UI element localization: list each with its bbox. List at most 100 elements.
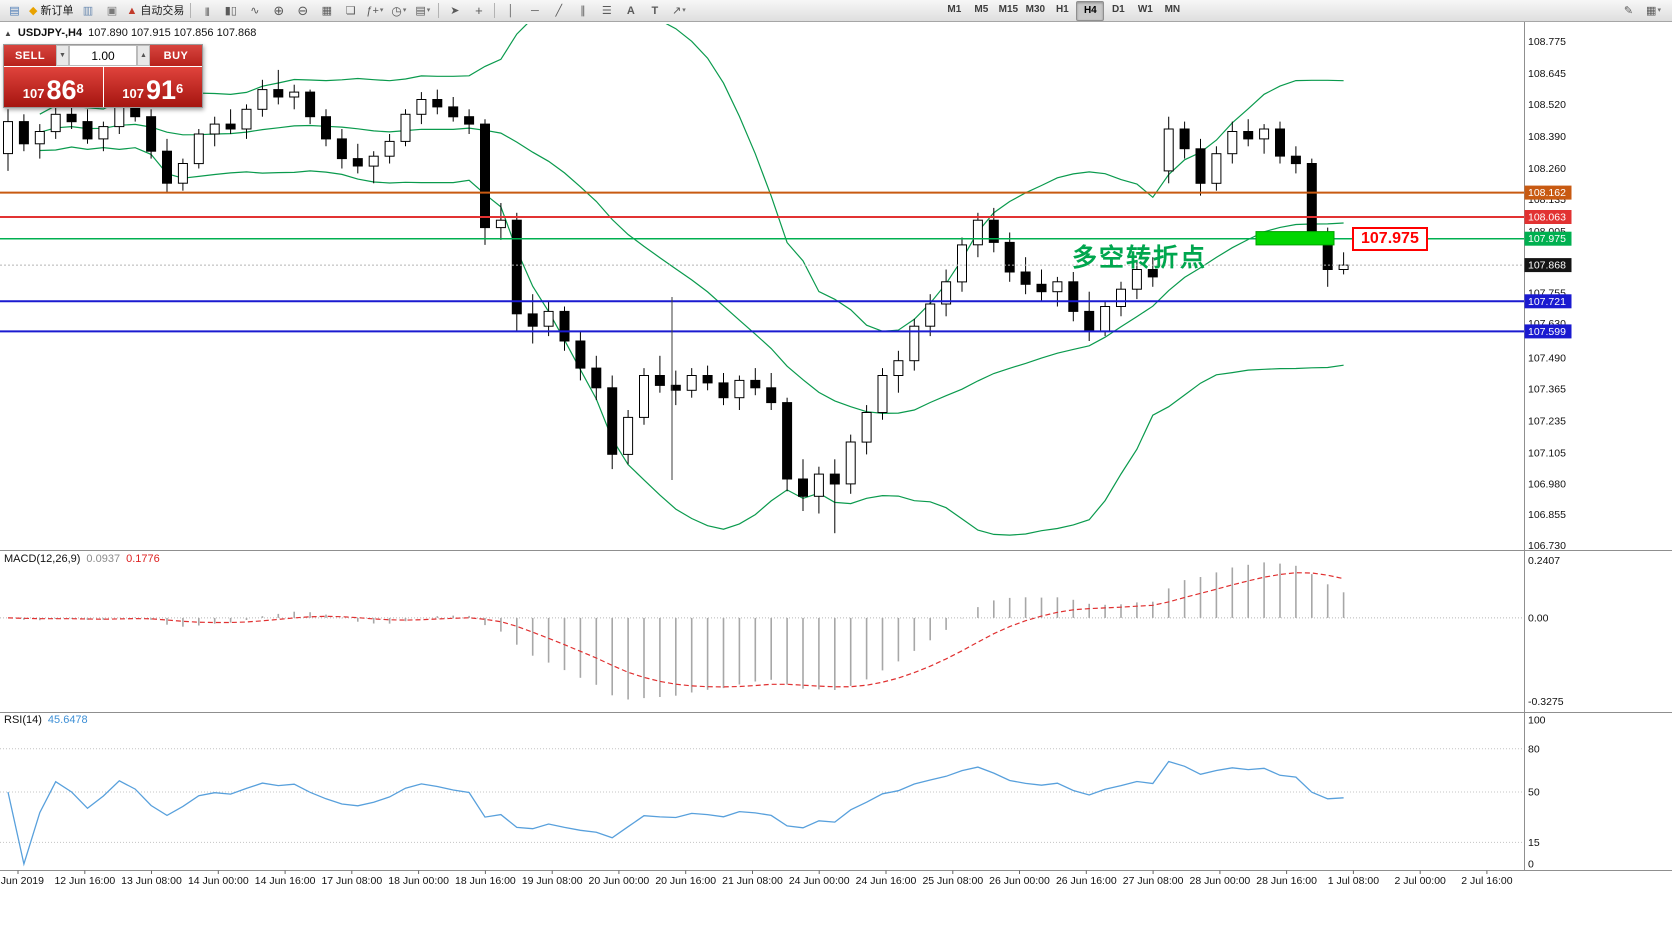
svg-text:2 Jul 00:00: 2 Jul 00:00 — [1395, 875, 1447, 887]
toolbar: ▤ ◆ 新订单 ▥ ▣ ▲ 自动交易 ||| ▮▯ ∿ ⊕ ⊖ ▦ ❏ ƒ+ ▾ … — [0, 0, 1672, 22]
tile-windows-button[interactable]: ▦ — [321, 4, 333, 17]
chart-window-icon[interactable]: ▤ — [9, 4, 20, 17]
expert-advisors-icon[interactable]: ▥ — [82, 4, 94, 17]
arrow-icon: ↗ — [671, 4, 682, 17]
ask-price[interactable]: 107 91 6 — [103, 67, 202, 107]
rsi-value: 45.6478 — [47, 714, 88, 726]
timeframe-button-w1[interactable]: W1 — [1137, 3, 1153, 15]
zoom-out-button[interactable]: ⊖ — [297, 2, 309, 18]
symbol-period-label: USDJPY-,H4 — [17, 27, 83, 39]
svg-text:14 Jun 00:00: 14 Jun 00:00 — [188, 875, 249, 887]
timeframe-button-h4[interactable]: H4 — [1076, 0, 1105, 21]
timeframe-button-m5[interactable]: M5 — [974, 3, 989, 15]
toolbar-right-group: ✎ ▦ ▾ — [1617, 2, 1665, 20]
templates-button[interactable]: ▤ ▾ — [411, 2, 434, 20]
svg-text:26 Jun 16:00: 26 Jun 16:00 — [1056, 875, 1117, 887]
svg-text:107.490: 107.490 — [1528, 353, 1566, 365]
macd-value-signal: 0.1776 — [126, 553, 160, 565]
macd-label: MACD(12,26,9) 0.0937 0.1776 — [4, 553, 160, 565]
one-click-toggle-icon[interactable]: ▲ — [4, 28, 12, 38]
layout-icon[interactable]: ▦ ▾ — [1642, 2, 1665, 20]
horizontal-level-lines[interactable] — [0, 191, 1524, 333]
svg-text:17 Jun 08:00: 17 Jun 08:00 — [321, 875, 382, 887]
ask-prefix: 107 — [122, 86, 144, 101]
arrows-tool-button[interactable]: ↗ ▾ — [667, 2, 690, 20]
one-click-trading-panel: SELL ▼ ▲ BUY 107 86 8 107 91 6 — [3, 44, 203, 108]
svg-text:0: 0 — [1528, 859, 1534, 871]
edit-icon[interactable]: ✎ — [1623, 4, 1634, 17]
clock-icon: ◷ — [391, 3, 402, 18]
turning-point-annotation[interactable]: 多空转折点 — [1072, 244, 1208, 272]
timeframe-button-m15[interactable]: M15 — [998, 3, 1019, 15]
price-tag-107.975: 107.975 — [1524, 231, 1572, 246]
buy-button[interactable]: BUY — [150, 45, 202, 66]
svg-text:2 Jun 2019: 2 Jun 2019 — [0, 875, 44, 887]
svg-text:108.260: 108.260 — [1528, 163, 1566, 175]
bid-price[interactable]: 107 86 8 — [4, 67, 104, 107]
volume-increase-button[interactable]: ▲ — [137, 45, 150, 66]
svg-text:18 Jun 16:00: 18 Jun 16:00 — [455, 875, 516, 887]
cursor-button[interactable]: ➤ — [450, 4, 460, 17]
horizontal-line-button[interactable]: ─ — [530, 4, 539, 17]
volume-decrease-button[interactable]: ▼ — [56, 45, 69, 66]
turning-point-box[interactable] — [1255, 231, 1335, 246]
svg-text:27 Jun 08:00: 27 Jun 08:00 — [1123, 875, 1184, 887]
candles — [3, 69, 1349, 534]
timeframe-button-d1[interactable]: D1 — [1111, 3, 1125, 15]
sell-button[interactable]: SELL — [4, 45, 56, 66]
text-label-button[interactable]: T — [651, 4, 659, 17]
fibonacci-button[interactable]: ☰ — [601, 4, 612, 17]
channel-button[interactable]: ∥ — [580, 4, 586, 17]
svg-text:0.00: 0.00 — [1528, 612, 1549, 624]
chevron-down-icon: ▾ — [682, 6, 686, 14]
cascade-windows-button[interactable]: ❏ — [345, 4, 356, 17]
price-tag-108.162: 108.162 — [1524, 185, 1572, 200]
current-price-tag: 107.868 — [1524, 258, 1572, 273]
periods-button[interactable]: ◷ ▾ — [387, 2, 410, 20]
one-click-price-row: 107 86 8 107 91 6 — [4, 66, 202, 107]
one-click-top-row: SELL ▼ ▲ BUY — [4, 45, 202, 66]
timeframe-button-h1[interactable]: H1 — [1055, 3, 1069, 15]
timeframe-button-mn[interactable]: MN — [1164, 3, 1181, 15]
svg-text:0.2407: 0.2407 — [1528, 555, 1560, 567]
svg-text:108.162: 108.162 — [1528, 187, 1566, 199]
svg-text:-0.3275: -0.3275 — [1528, 696, 1564, 708]
new-order-button[interactable]: ◆ 新订单 — [27, 2, 75, 20]
svg-text:107.235: 107.235 — [1528, 416, 1566, 428]
time-axis[interactable]: 2 Jun 2019 12 Jun 16:00 13 Jun 08:00 14 Jun… — [0, 870, 1513, 888]
ask-big-digits: 91 — [145, 75, 176, 105]
rsi-line — [7, 760, 1344, 867]
crosshair-button[interactable]: + — [475, 2, 483, 18]
rsi-pane: 100 80 50 15 0 — [0, 715, 1546, 871]
chart-header: ▲ USDJPY-,H4 107.890 107.915 107.856 107… — [4, 27, 256, 39]
line-chart-button[interactable]: ∿ — [250, 4, 260, 17]
svg-text:108.063: 108.063 — [1528, 212, 1566, 224]
candlestick-chart-button[interactable]: ▮▯ — [224, 4, 237, 17]
zoom-in-button[interactable]: ⊕ — [273, 2, 285, 18]
autotrading-button[interactable]: ▲ 自动交易 — [124, 2, 186, 20]
text-tool-button[interactable]: A — [626, 4, 635, 17]
toolbar-separator — [190, 3, 192, 18]
timeframe-button-m30[interactable]: M30 — [1025, 3, 1046, 15]
svg-text:107.365: 107.365 — [1528, 384, 1566, 396]
svg-text:108.520: 108.520 — [1528, 99, 1566, 111]
svg-text:26 Jun 00:00: 26 Jun 00:00 — [989, 875, 1050, 887]
trendline-button[interactable]: ╱ — [555, 4, 563, 17]
svg-text:108.775: 108.775 — [1528, 36, 1566, 48]
timeframe-button-m1[interactable]: M1 — [947, 3, 962, 15]
volume-input[interactable] — [69, 45, 137, 66]
bar-chart-button[interactable]: ||| — [204, 5, 210, 16]
svg-text:108.390: 108.390 — [1528, 131, 1566, 143]
indicators-button[interactable]: ƒ+ ▾ — [363, 2, 386, 20]
svg-text:21 Jun 08:00: 21 Jun 08:00 — [722, 875, 783, 887]
pane-borders — [0, 22, 1672, 871]
terminal-icon[interactable]: ▣ — [106, 4, 118, 17]
price-axis[interactable]: 108.775 108.645 108.520 108.390 108.260 108.1… — [1528, 36, 1566, 552]
chevron-down-icon: ▾ — [379, 6, 384, 14]
vertical-line-button[interactable]: │ — [507, 4, 515, 17]
autotrading-label: 自动交易 — [140, 4, 185, 17]
new-order-icon: ◆ — [29, 4, 38, 17]
price-callout-label[interactable]: 107.975 — [1352, 226, 1428, 251]
bid-pipette: 8 — [76, 81, 84, 96]
